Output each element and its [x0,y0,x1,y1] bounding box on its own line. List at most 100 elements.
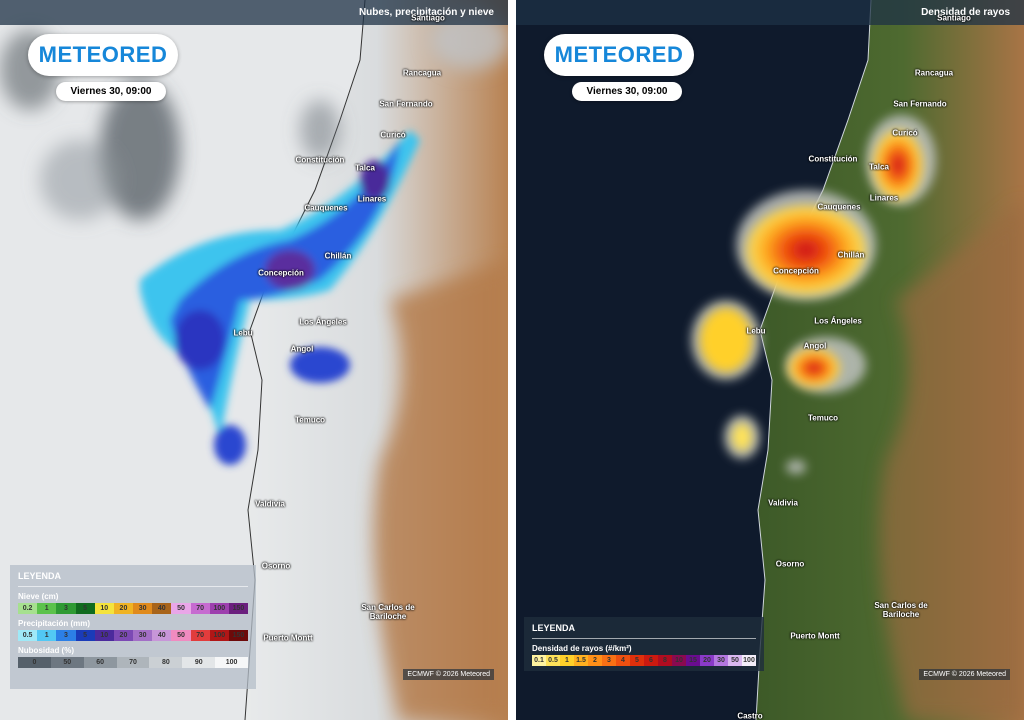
legend-swatch: 1.5 [574,655,588,666]
logo: METEORED [544,34,694,76]
legend-swatch: 50 [50,657,84,668]
legend-swatch: 4 [616,655,630,666]
legend: LEYENDA Densidad de rayos (#/km²) 0.1 0.5 1 1… [524,617,764,671]
city-label: Curicó [380,130,406,140]
legend-swatch: 60 [83,657,117,668]
legend-swatch: 3 [56,630,76,641]
city-label: Rancagua [402,68,442,78]
andes [373,260,508,720]
legend-swatch: 5 [75,630,95,641]
city-label: Concepción [258,268,304,278]
legend-swatch: 80 [149,657,183,668]
legend-swatch: 30 [133,630,153,641]
city-label: Osorno [261,561,291,571]
legend-swatch: 1 [37,630,57,641]
legend-swatch: 0 [18,657,51,668]
city-label: Curicó [892,128,918,138]
map-panel: Nubes, precipitación y nieve METEORED Vi… [0,0,508,720]
legend-swatch: 40 [152,603,172,614]
legend-swatch: 100 [742,655,756,666]
legend-scale-title: Nieve (cm) [18,592,59,601]
city-label: Los Ángeles [299,317,347,327]
legend-swatch: 0.5 [546,655,560,666]
legend-swatch: 5 [630,655,644,666]
city-label: Osorno [775,559,805,569]
legend-swatch: 8 [658,655,672,666]
city-label: Chillán [837,250,865,260]
city-label: Temuco [807,413,839,423]
clouds [0,10,508,220]
legend: LEYENDA Nieve (cm) 0.2 1 3 5 10 20 30 40 50 70 100 15… [10,565,256,689]
city-label: Cauquenes [817,202,861,212]
city-label: San Carlos de Bariloche [361,603,415,621]
legend-scale-title: Precipitación (mm) [18,619,91,628]
map-panel: Densidad de rayos METEORED Viernes 30, 0… [516,0,1024,720]
legend-swatch: 150 [228,603,249,614]
legend-swatch: 50 [171,630,191,641]
legend-title: LEYENDA [18,571,248,587]
legend-title: LEYENDA [532,623,756,639]
map [0,0,508,720]
city-label: Talca [869,162,889,172]
legend-swatch: 5 [75,603,95,614]
city-label: Linares [357,194,387,204]
legend-swatch: 20 [113,603,134,614]
layer-title: Densidad de rayos [516,0,1024,25]
city-label: Puerto Montt [790,631,840,641]
city-label: Santiago [937,13,971,23]
city-label: Lebu [746,326,766,336]
city-label: Valdivia [255,499,285,509]
city-label: Angol [803,341,827,351]
andes [879,200,1024,720]
city-label: Puerto Montt [263,633,313,643]
legend-swatch: 3 [56,603,76,614]
legend-swatch: 0.1 [532,655,546,666]
legend-swatch: 100 [215,657,249,668]
legend-swatch: 0.5 [18,630,38,641]
city-label: San Fernando [379,99,433,109]
legend-scale-title: Nubosidad (%) [18,646,74,655]
legend-swatch: 2 [588,655,602,666]
legend-swatch: 100 [209,603,229,614]
legend-swatch: 10 [94,630,114,641]
legend-swatch: 10 [672,655,686,666]
color-scale: 0.5 1 3 5 10 20 30 40 50 70 100 150 [18,630,249,641]
legend-swatch: 100 [209,630,229,641]
legend-swatch: 10 [94,603,114,614]
legend-swatch: 70 [116,657,150,668]
color-scale: 0 50 60 70 80 90 100 [18,657,249,668]
lightning [691,115,936,474]
coastline [755,0,872,720]
precipitation [140,130,420,465]
legend-swatch: 20 [113,630,134,641]
map [516,0,1024,720]
layer-title: Nubes, precipitación y nieve [0,0,508,25]
credit: ECMWF © 2026 Meteored [403,669,494,680]
city-label: Lebu [233,328,253,338]
legend-swatch: 70 [190,603,210,614]
city-label: Constitución [808,154,858,164]
city-label: Angol [290,344,314,354]
color-scale: 0.1 0.5 1 1.5 2 3 4 5 6 8 10 15 20 30 50 100 [532,655,756,666]
legend-swatch: 30 [714,655,728,666]
legend-swatch: 1 [560,655,574,666]
legend-swatch: 6 [644,655,658,666]
legend-swatch: 3 [602,655,616,666]
legend-swatch: 150 [228,630,249,641]
city-label: Concepción [773,266,819,276]
legend-swatch: 70 [190,630,210,641]
city-label: Castro [737,711,763,720]
color-scale: 0.2 1 3 5 10 20 30 40 50 70 100 150 [18,603,249,614]
city-label: Santiago [411,13,445,23]
city-label: Talca [355,163,375,173]
legend-swatch: 15 [686,655,700,666]
city-label: Constitución [295,155,345,165]
legend-swatch: 90 [182,657,216,668]
legend-swatch: 50 [171,603,191,614]
city-label: Valdivia [768,498,798,508]
legend-swatch: 0.2 [18,603,38,614]
legend-swatch: 20 [700,655,714,666]
legend-swatch: 1 [37,603,57,614]
city-label: Rancagua [914,68,954,78]
